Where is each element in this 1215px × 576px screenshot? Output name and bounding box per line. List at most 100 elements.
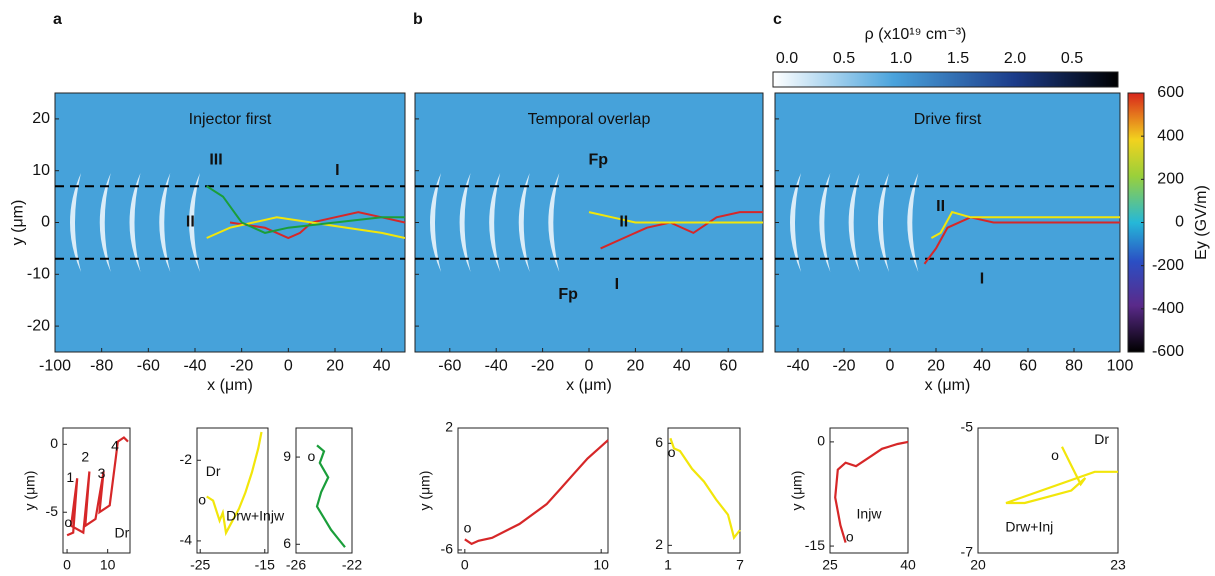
y-tick-label: -20 — [27, 317, 50, 334]
annotation: II — [936, 198, 945, 215]
colorbar-tick-label: 0.0 — [776, 50, 798, 67]
trajectory — [66, 436, 129, 537]
x-tick-label: 10 — [593, 556, 609, 572]
trajectory — [600, 211, 763, 250]
plot-frame — [829, 427, 909, 554]
trajectory — [923, 216, 1120, 265]
x-tick-label: -40 — [786, 358, 809, 375]
panel-label: b — [413, 11, 423, 28]
x-tick-label: -60 — [137, 358, 160, 375]
trajectory — [229, 211, 405, 240]
colorbar-label: Ey (GV/m) — [1193, 185, 1210, 260]
trajectory-plot: 1 7 2 6 x (μm) o — [655, 427, 744, 576]
x-tick-label: 100 — [1107, 358, 1134, 375]
wake-front — [790, 173, 801, 272]
wake-front — [129, 173, 141, 272]
y-tick-label: 6 — [283, 535, 291, 551]
y-tick-label: 0 — [50, 435, 58, 451]
plot-area — [415, 185, 763, 260]
x-tick-label: 40 — [973, 358, 991, 375]
trajectory — [206, 431, 263, 537]
y-axis-label: y (μm) — [22, 471, 38, 511]
wake-front — [877, 173, 889, 272]
x-tick-label: 0 — [461, 556, 469, 572]
trajectory — [669, 437, 741, 541]
annotation: I — [335, 162, 339, 179]
annotation: o — [198, 491, 206, 507]
trajectory — [1005, 446, 1118, 505]
colorbar-ramp — [772, 71, 1119, 88]
trajectory-plot: -25 -15 -4 -2 x (μm) Dro Drw+Injw — [180, 427, 285, 576]
x-tick-label: 80 — [1065, 358, 1083, 375]
trajectory — [930, 210, 1120, 239]
x-tick-label: 23 — [1110, 556, 1126, 572]
wake-front — [159, 173, 171, 272]
colorbar-tick-label: 0.5 — [833, 50, 855, 67]
annotation: 1 — [66, 469, 74, 485]
trajectory-plot: -26 -22 6 9 x (μm) o — [283, 427, 362, 576]
y-tick-label: 10 — [32, 162, 50, 179]
panel-label: c — [773, 11, 782, 28]
x-tick-label: 20 — [970, 556, 986, 572]
plot-frame — [977, 427, 1119, 554]
colorbar-tick-label: 400 — [1157, 127, 1184, 144]
colorbar-tick-label: 2.0 — [1004, 50, 1026, 67]
y-tick-label: 9 — [283, 448, 291, 464]
x-axis-label: x (μm) — [566, 377, 612, 394]
y-tick-label: -6 — [441, 541, 454, 557]
x-tick-label: 0 — [63, 556, 71, 572]
plot-frame — [196, 427, 269, 554]
annotation: Injw — [857, 506, 883, 522]
trajectory — [464, 439, 609, 546]
colorbar-tick-label: -200 — [1152, 257, 1184, 274]
wake-front — [548, 173, 560, 272]
x-axis-label: x (μm) — [207, 377, 253, 394]
x-tick-label: -80 — [90, 358, 113, 375]
x-tick-label: 60 — [719, 358, 737, 375]
x-tick-label: -20 — [832, 358, 855, 375]
x-axis-label: x (μm) — [1028, 573, 1068, 576]
annotation: o — [668, 444, 676, 460]
annotation: 4 — [111, 438, 119, 454]
trajectory — [588, 211, 763, 224]
x-axis-label: x (μm) — [849, 573, 889, 576]
trajectory — [834, 440, 909, 543]
annotation: 3 — [98, 465, 106, 481]
colorbar-tick-label: 600 — [1157, 84, 1184, 101]
x-tick-label: -22 — [342, 556, 362, 572]
annotation: Drw+Inj — [1005, 519, 1053, 535]
x-axis-label: x (μm) — [213, 573, 253, 576]
colorbar: 0.0 0.5 1.0 1.5 2.0 0.5 ρ (x10¹⁹ cm⁻³) — [772, 26, 1119, 88]
y-tick-label: 2 — [655, 536, 663, 552]
x-tick-label: -60 — [438, 358, 461, 375]
y-tick-label: 2 — [445, 419, 453, 435]
x-tick-label: -20 — [531, 358, 554, 375]
x-tick-label: -20 — [230, 358, 253, 375]
y-tick-label: -5 — [46, 503, 59, 519]
y-tick-label: -15 — [805, 537, 825, 553]
x-axis-label: x (μm) — [513, 573, 553, 576]
wake-front — [518, 173, 530, 272]
x-tick-label: 20 — [627, 358, 645, 375]
y-axis-label: y (μm) — [789, 471, 805, 511]
y-tick-label: -5 — [961, 419, 974, 435]
x-tick-label: -15 — [255, 556, 275, 572]
x-tick-label: 25 — [822, 556, 838, 572]
y-axis-label: y (μm) — [9, 200, 26, 246]
y-tick-label: 20 — [32, 110, 50, 127]
plot-area — [775, 185, 1120, 265]
wake-front — [459, 173, 471, 272]
x-tick-label: 10 — [100, 556, 116, 572]
y-tick-label: -2 — [180, 451, 193, 467]
panel-title: Temporal overlap — [528, 111, 651, 128]
y-tick-label: 6 — [655, 434, 663, 450]
annotation: II — [619, 214, 628, 231]
x-axis-label: x (μm) — [684, 573, 724, 576]
trajectory — [315, 444, 346, 548]
annotation: o — [308, 448, 316, 464]
trajectory-plot: 20 23 -7 -5 x (μm) o Dr Drw+Inj — [961, 419, 1126, 576]
annotation: Dr — [1094, 431, 1109, 447]
annotation: Dr — [114, 525, 129, 541]
